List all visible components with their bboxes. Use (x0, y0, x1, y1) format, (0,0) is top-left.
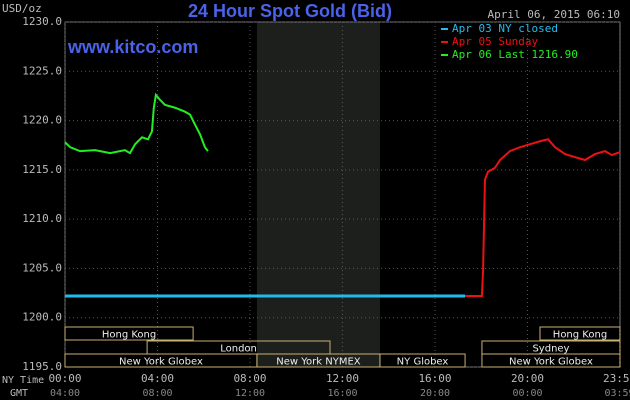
x2-tick-label: 04:00 (50, 388, 80, 399)
session-label: New York NYMEX (276, 357, 361, 368)
session-label: New York Globex (119, 357, 203, 368)
session-box (539, 326, 621, 341)
session-label: Hong Kong (102, 330, 156, 341)
x-tick-label: 08:00 (233, 372, 266, 385)
y-tick-label: 1220.0 (22, 114, 62, 127)
y-tick-label: 1210.0 (22, 212, 62, 225)
session-label: Sydney (532, 344, 569, 355)
legend-label: Apr 03 NY closed (452, 22, 558, 35)
session-box (64, 326, 194, 341)
y-tick-label: 1215.0 (22, 163, 62, 176)
x-tick-label: 04:00 (141, 372, 174, 385)
x-tick-label: 16:00 (418, 372, 451, 385)
y-axis-label: USD/oz (2, 2, 42, 15)
y-tick-label: 1195.0 (22, 360, 62, 373)
session-shade (256, 22, 380, 367)
session-box (481, 353, 621, 368)
x2-tick-label: 00:00 (512, 388, 542, 399)
x-axis-label: NY Time (2, 375, 44, 386)
x-tick-label: 20:00 (511, 372, 544, 385)
x2-tick-label: 08:00 (142, 388, 172, 399)
y-tick-label: 1225.0 (22, 64, 62, 77)
session-label: NY Globex (397, 357, 449, 368)
session-label: Hong Kong (553, 330, 607, 341)
legend-label: Apr 06 Last 1216.90 (452, 48, 578, 61)
timestamp: April 06, 2015 06:10 (488, 8, 620, 21)
x-tick-label: 23:59 (603, 372, 630, 385)
y-tick-label: 1205.0 (22, 261, 62, 274)
y-tick-label: 1200.0 (22, 311, 62, 324)
session-box (379, 353, 466, 368)
x-tick-label: 12:00 (326, 372, 359, 385)
x-tick-label: 00:00 (48, 372, 81, 385)
watermark: www.kitco.com (67, 37, 198, 57)
x2-tick-label: 12:00 (235, 388, 265, 399)
session-label: London (220, 344, 257, 355)
series-line (64, 92, 209, 155)
x2-tick-label: 20:00 (420, 388, 450, 399)
x2-tick-label: 16:00 (327, 388, 357, 399)
legend-label: Apr 05 Sunday (452, 35, 538, 48)
session-label: New York Globex (509, 357, 593, 368)
y-tick-label: 1230.0 (22, 15, 62, 28)
series-line (465, 138, 621, 298)
x2-tick-label: 03:59 (604, 388, 630, 399)
chart-title: 24 Hour Spot Gold (Bid) (188, 1, 392, 21)
x2-axis-label: GMT (10, 388, 28, 399)
